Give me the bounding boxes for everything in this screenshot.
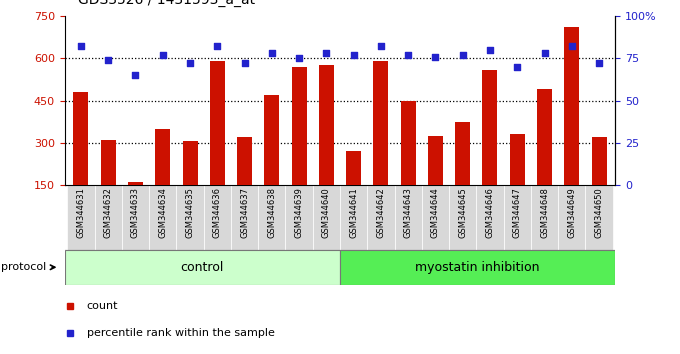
- Text: GSM344637: GSM344637: [240, 187, 249, 238]
- Text: GSM344643: GSM344643: [404, 187, 413, 238]
- Bar: [422, 185, 449, 250]
- Point: [485, 47, 496, 53]
- Bar: [155, 129, 170, 185]
- Bar: [101, 140, 116, 185]
- Point: [184, 61, 195, 66]
- Bar: [367, 185, 394, 250]
- Bar: [510, 135, 525, 185]
- Point: [321, 50, 332, 56]
- Point: [375, 44, 386, 49]
- Bar: [128, 182, 143, 185]
- Bar: [122, 185, 149, 250]
- Bar: [476, 185, 504, 250]
- Bar: [504, 185, 531, 250]
- Text: GSM344649: GSM344649: [567, 187, 576, 238]
- Text: GSM344632: GSM344632: [104, 187, 113, 238]
- Point: [75, 44, 86, 49]
- Point: [566, 44, 577, 49]
- Text: percentile rank within the sample: percentile rank within the sample: [86, 328, 275, 338]
- Point: [294, 55, 305, 61]
- Point: [267, 50, 277, 56]
- Bar: [346, 151, 361, 185]
- Text: GSM344648: GSM344648: [540, 187, 549, 238]
- Text: control: control: [181, 261, 224, 274]
- Bar: [319, 65, 334, 185]
- Point: [130, 72, 141, 78]
- Point: [403, 52, 413, 58]
- Text: GSM344633: GSM344633: [131, 187, 140, 238]
- Bar: [585, 185, 613, 250]
- Bar: [394, 185, 422, 250]
- Text: GSM344635: GSM344635: [186, 187, 194, 238]
- Text: GDS3526 / 1431593_a_at: GDS3526 / 1431593_a_at: [78, 0, 255, 7]
- Bar: [340, 250, 615, 285]
- Bar: [210, 61, 225, 185]
- Bar: [237, 137, 252, 185]
- Bar: [449, 185, 476, 250]
- Bar: [483, 69, 498, 185]
- Text: GSM344640: GSM344640: [322, 187, 331, 238]
- Text: protocol: protocol: [1, 262, 55, 272]
- Point: [212, 44, 223, 49]
- Bar: [292, 67, 307, 185]
- Bar: [373, 61, 388, 185]
- Bar: [531, 185, 558, 250]
- Bar: [564, 27, 579, 185]
- Bar: [65, 250, 340, 285]
- Point: [539, 50, 550, 56]
- Bar: [231, 185, 258, 250]
- Bar: [204, 185, 231, 250]
- Text: GSM344642: GSM344642: [377, 187, 386, 238]
- Bar: [149, 185, 176, 250]
- Bar: [455, 122, 470, 185]
- Text: GSM344647: GSM344647: [513, 187, 522, 238]
- Bar: [182, 142, 197, 185]
- Point: [430, 54, 441, 59]
- Text: GSM344650: GSM344650: [594, 187, 604, 238]
- Text: GSM344638: GSM344638: [267, 187, 276, 238]
- Bar: [73, 92, 88, 185]
- Text: count: count: [86, 301, 118, 311]
- Point: [157, 52, 168, 58]
- Text: GSM344631: GSM344631: [76, 187, 86, 238]
- Bar: [592, 137, 607, 185]
- Bar: [176, 185, 204, 250]
- Bar: [313, 185, 340, 250]
- Point: [348, 52, 359, 58]
- Bar: [95, 185, 122, 250]
- Point: [103, 57, 114, 63]
- Text: GSM344644: GSM344644: [431, 187, 440, 238]
- Text: GSM344634: GSM344634: [158, 187, 167, 238]
- Text: myostatin inhibition: myostatin inhibition: [415, 261, 540, 274]
- Point: [512, 64, 523, 69]
- Bar: [428, 136, 443, 185]
- Text: GSM344646: GSM344646: [486, 187, 494, 238]
- Point: [239, 61, 250, 66]
- Bar: [67, 185, 95, 250]
- Text: GSM344645: GSM344645: [458, 187, 467, 238]
- Bar: [537, 89, 552, 185]
- Bar: [340, 185, 367, 250]
- Bar: [265, 95, 279, 185]
- Point: [457, 52, 468, 58]
- Bar: [286, 185, 313, 250]
- Bar: [401, 101, 415, 185]
- Point: [594, 61, 605, 66]
- Bar: [258, 185, 286, 250]
- Text: GSM344641: GSM344641: [349, 187, 358, 238]
- Text: GSM344639: GSM344639: [294, 187, 303, 238]
- Bar: [558, 185, 585, 250]
- Text: GSM344636: GSM344636: [213, 187, 222, 238]
